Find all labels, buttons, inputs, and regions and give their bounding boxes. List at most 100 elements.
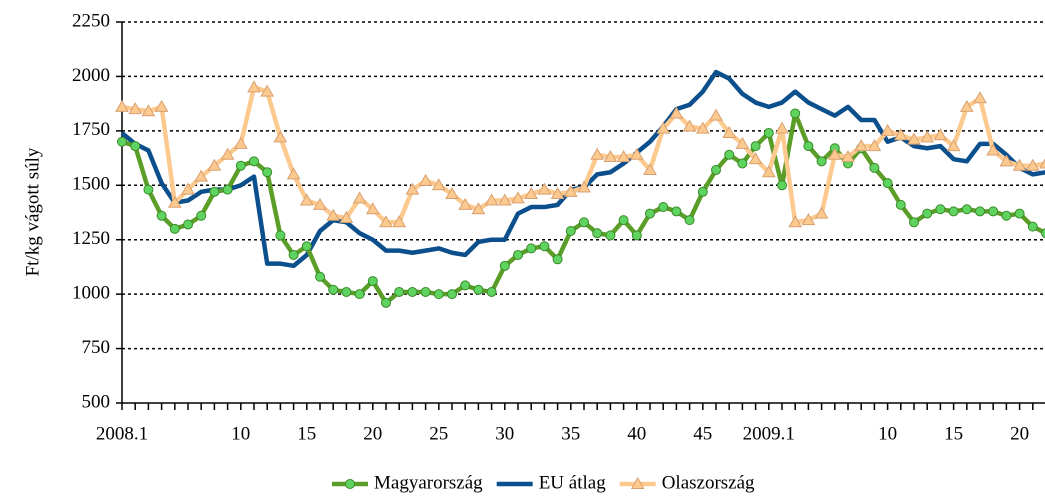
marker [565, 226, 576, 237]
marker [315, 271, 325, 282]
y-tick-label: 2250 [72, 10, 110, 31]
legend-label: EU átlag [539, 472, 607, 493]
marker [486, 286, 497, 297]
marker [788, 215, 803, 228]
marker [326, 208, 341, 221]
marker [737, 158, 748, 169]
marker [986, 143, 1001, 156]
marker [235, 160, 246, 171]
marker [697, 186, 708, 197]
y-tick-label: 1250 [72, 228, 110, 249]
marker [339, 210, 354, 223]
marker [1041, 228, 1045, 239]
marker [154, 99, 169, 112]
marker [1014, 208, 1025, 219]
marker [973, 91, 987, 104]
marker [473, 284, 484, 295]
x-tick-label: 40 [627, 423, 646, 444]
marker [907, 132, 921, 145]
marker [524, 186, 539, 199]
marker [959, 99, 974, 112]
marker [539, 241, 550, 252]
marker [181, 182, 195, 195]
marker [684, 215, 695, 226]
marker [909, 217, 919, 228]
marker [167, 195, 182, 208]
marker [775, 121, 789, 134]
marker [458, 197, 473, 210]
x-tick-label: 10 [878, 423, 897, 444]
marker [405, 182, 420, 195]
marker [656, 121, 671, 134]
marker [433, 289, 444, 300]
x-tick-label: 45 [693, 423, 712, 444]
marker [194, 169, 209, 182]
marker [763, 128, 774, 139]
marker [130, 141, 141, 152]
marker [1025, 158, 1040, 171]
marker [922, 208, 933, 219]
marker [1001, 210, 1012, 221]
legend-marker [630, 476, 645, 489]
marker [367, 276, 378, 287]
marker [761, 165, 776, 178]
marker [605, 230, 616, 241]
marker [563, 184, 578, 197]
marker [141, 104, 156, 117]
x-tick-label: 30 [495, 423, 514, 444]
marker [801, 213, 816, 226]
marker [579, 217, 589, 228]
marker [352, 191, 367, 204]
marker [669, 106, 684, 119]
y-tick-label: 750 [82, 337, 111, 358]
marker [460, 280, 471, 291]
marker [354, 289, 365, 300]
legend-label: Magyarország [374, 472, 483, 493]
marker [550, 186, 565, 199]
marker [920, 130, 935, 143]
marker [750, 141, 761, 152]
marker [841, 149, 855, 162]
marker [275, 230, 286, 241]
x-tick-label: 15 [297, 423, 316, 444]
marker [618, 215, 629, 226]
marker [895, 199, 906, 210]
marker [577, 180, 591, 193]
marker [249, 156, 259, 167]
marker [803, 141, 814, 152]
x-tick-label: 2008.1 [96, 423, 148, 444]
marker [893, 128, 908, 141]
marker [814, 206, 829, 219]
marker [262, 167, 273, 178]
marker [381, 297, 391, 308]
marker [724, 149, 735, 160]
marker [671, 206, 682, 217]
marker [643, 163, 657, 176]
marker [117, 136, 127, 147]
marker [220, 147, 235, 160]
marker [233, 136, 248, 149]
marker [379, 215, 393, 228]
marker [299, 193, 314, 206]
marker [471, 202, 486, 215]
marker [658, 202, 669, 213]
marker [722, 126, 737, 139]
marker [975, 206, 985, 217]
legend-marker [345, 479, 355, 489]
marker [128, 102, 143, 115]
marker [999, 154, 1014, 167]
marker [709, 108, 723, 121]
marker [526, 243, 537, 254]
marker [328, 284, 339, 295]
marker [497, 193, 512, 206]
marker [854, 139, 869, 152]
marker [537, 182, 552, 195]
marker [988, 206, 999, 217]
marker [447, 289, 457, 300]
marker [645, 208, 655, 219]
marker [592, 228, 603, 239]
x-tick-label: 15 [944, 423, 963, 444]
x-tick-label: 35 [561, 423, 580, 444]
x-tick-label: 10 [231, 423, 250, 444]
